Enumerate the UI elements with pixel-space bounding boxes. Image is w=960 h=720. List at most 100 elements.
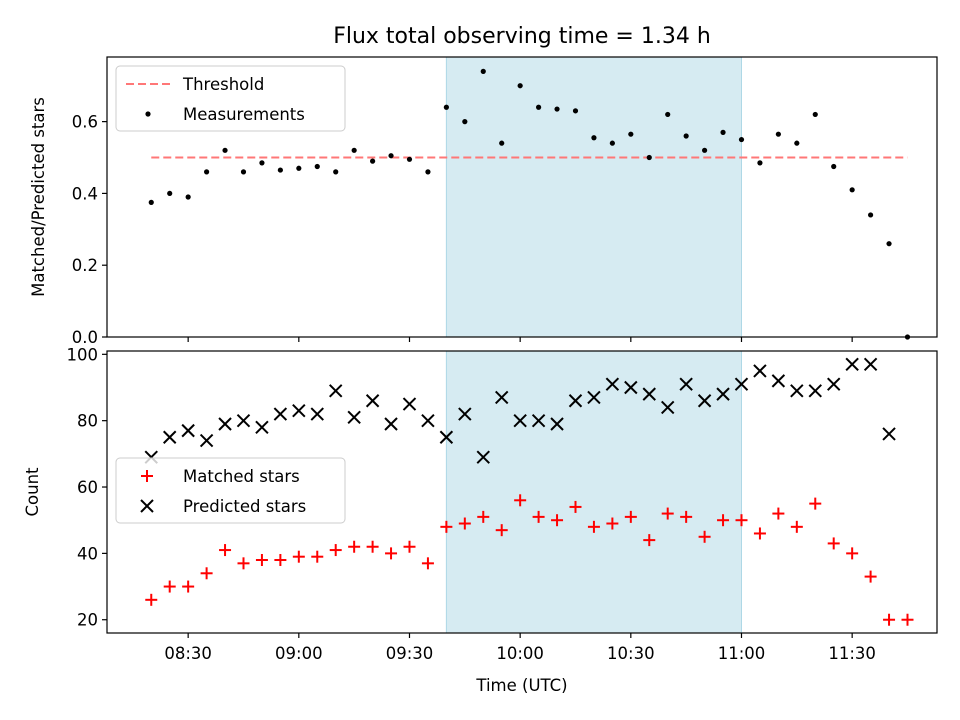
matched-star-marker [864, 570, 877, 583]
top-highlight-rect [445, 56, 742, 338]
top-legend-box [115, 65, 346, 132]
matched-star-marker [772, 507, 785, 520]
predicted-star-marker [753, 364, 767, 378]
x-tick-label: 10:30 [607, 644, 655, 663]
matched-star-marker [366, 540, 379, 553]
x-tick-label: 10:00 [496, 644, 544, 663]
predicted-star-marker [255, 420, 269, 435]
matched-star-marker [403, 540, 416, 553]
matched-star-marker [514, 494, 527, 507]
matched-star-marker [698, 530, 711, 543]
measurement-point [370, 158, 376, 164]
predicted-star-marker [347, 410, 361, 425]
measurement-point [148, 199, 154, 205]
predicted-star-marker [495, 390, 509, 405]
matched-star-marker [680, 510, 693, 523]
matched-star-marker [145, 593, 158, 606]
predicted-star-marker [402, 397, 417, 411]
matched-star-marker [458, 517, 471, 530]
x-tick-label: 09:30 [386, 644, 434, 663]
predicted-star-marker [458, 407, 472, 421]
measurement-point [757, 160, 763, 166]
bottom-y-tick-label: 40 [77, 544, 98, 563]
measurement-point [425, 169, 431, 175]
matched-star-marker [883, 613, 896, 626]
predicted-star-marker [716, 387, 730, 401]
bottom-y-tick-label: 60 [77, 478, 98, 497]
measurement-point [314, 163, 320, 170]
legend-measurements-label: Measurements [183, 105, 305, 124]
matched-star-marker [329, 544, 342, 557]
measurement-point [665, 111, 671, 118]
matched-star-marker [219, 544, 232, 557]
measurement-point [738, 136, 745, 143]
top-x-ticks [187, 337, 853, 342]
measurement-point [702, 147, 708, 153]
matched-star-marker [348, 540, 361, 553]
predicted-star-marker [310, 407, 324, 421]
matched-star-marker [163, 580, 176, 593]
predicted-star-marker [163, 430, 177, 444]
measurements-series [148, 68, 911, 340]
matched-star-marker [255, 554, 268, 567]
bottom-panel: 20 40 60 80 100 08:30 09:00 09:30 10:00 10:30 11:… [23, 345, 938, 695]
top-y-tick-label: 0.0 [72, 328, 98, 347]
measurement-point [812, 111, 818, 118]
matched-star-marker [661, 507, 674, 520]
matched-star-marker [532, 510, 545, 523]
predicted-star-marker [827, 377, 841, 391]
matched-star-marker [717, 514, 730, 527]
x-tick-label: 11:00 [718, 644, 766, 663]
matched-star-marker [421, 557, 434, 570]
x-axis-label: Time (UTC) [475, 676, 567, 695]
matched-star-marker [846, 547, 859, 560]
x-tick-label: 08:30 [164, 644, 212, 663]
measurement-point [720, 129, 726, 135]
bottom-y-axis-label: Count [23, 467, 42, 517]
top-y-tick-label: 0.2 [72, 256, 98, 275]
legend-measurements-swatch [145, 111, 151, 117]
predicted-star-marker [587, 390, 601, 405]
legend-threshold-label: Threshold [182, 75, 264, 94]
predicted-star-marker [642, 387, 656, 401]
measurement-point [406, 156, 413, 162]
top-y-ticks: 0.0 0.2 0.4 0.6 [72, 113, 107, 347]
x-tick-label: 09:00 [275, 644, 323, 663]
measurement-point [868, 212, 874, 218]
predicted-star-marker [218, 417, 232, 431]
matched-star-marker [477, 510, 490, 523]
measurement-point [554, 106, 560, 112]
measurement-point [646, 154, 652, 161]
matched-star-marker [587, 520, 600, 533]
predicted-star-marker [550, 417, 564, 431]
predicted-star-marker [181, 423, 195, 438]
measurement-point [351, 147, 357, 153]
matched-star-marker [182, 580, 195, 593]
matched-star-marker [200, 567, 213, 580]
predicted-star-marker [236, 413, 251, 428]
predicted-star-marker [863, 357, 878, 371]
legend-matched-swatch [141, 470, 153, 482]
measurement-point [499, 140, 505, 146]
predicted-star-marker [679, 377, 693, 391]
measurement-point [185, 194, 191, 200]
top-legend: Threshold Measurements [115, 65, 346, 132]
bottom-highlight-rect [445, 350, 742, 634]
matched-star-marker [385, 547, 398, 560]
predicted-star-marker [697, 394, 712, 408]
measurement-point [609, 140, 615, 146]
predicted-star-marker [790, 384, 804, 398]
matched-star-marker [292, 550, 305, 563]
predicted-star-marker [365, 394, 380, 408]
matched-star-marker [311, 550, 324, 563]
matched-star-marker [274, 554, 287, 567]
measurement-point [886, 241, 892, 247]
matched-star-marker [237, 557, 250, 570]
predicted-star-marker [568, 394, 583, 408]
matched-star-marker [827, 537, 840, 550]
predicted-star-marker [384, 417, 398, 431]
measurement-point [572, 108, 579, 114]
matched-star-marker [901, 613, 914, 626]
measurement-point [849, 187, 855, 193]
